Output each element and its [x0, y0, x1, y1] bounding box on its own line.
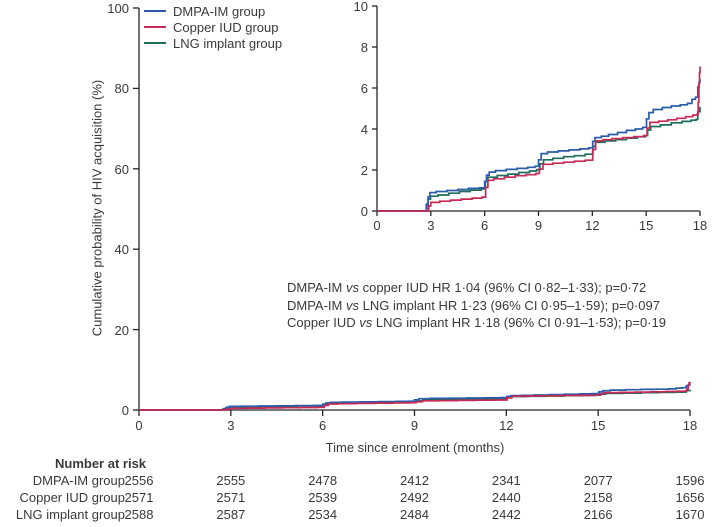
annotation-vs: vs	[359, 315, 373, 330]
risk-value: 1596	[675, 473, 705, 488]
risk-value: 2484	[400, 507, 429, 522]
legend-line-swatch-dmpa-im-group	[144, 10, 166, 12]
risk-value: 2077	[583, 473, 613, 488]
legend-item-lng-implant-group: LNG implant group	[144, 35, 282, 51]
inset-x-tick-label: 12	[585, 218, 600, 233]
main-axes	[138, 8, 690, 411]
risk-row-label-dmpa-im-group: DMPA-IM group	[32, 473, 125, 488]
main-y-tick-label: 0	[121, 403, 129, 418]
annotation-text: LNG implant HR 1·23 (96% CI 0·95–1·59); …	[358, 297, 660, 313]
risk-value: 2539	[308, 490, 338, 505]
main-x-axis-title: Time since enrolment (months)	[325, 440, 505, 455]
inset-y-tick-label: 2	[360, 163, 368, 178]
risk-value: 2412	[400, 473, 429, 488]
risk-value: 2571	[216, 490, 246, 505]
inset-x-tick-label: 3	[427, 218, 435, 233]
risk-value: 2587	[216, 507, 246, 522]
inset-x-tick-label: 0	[373, 218, 381, 233]
inset-curve-dmpa-im-group	[377, 79, 701, 212]
annotation-vs: vs	[345, 280, 359, 295]
risk-value: 2571	[124, 490, 154, 505]
risk-row-label-copper-iud-group: Copper IUD group	[19, 490, 126, 505]
legend-line-swatch-copper-iud-group	[144, 26, 166, 28]
risk-value: 2440	[491, 490, 521, 505]
risk-row-label-lng-implant-group: LNG implant group	[15, 507, 125, 522]
legend-line-swatch-lng-implant-group	[144, 42, 166, 44]
inset-x-tick-label: 9	[534, 218, 543, 233]
main-y-tick-label: 20	[114, 322, 129, 338]
legend-item-copper-iud-group: Copper IUD group	[144, 19, 282, 35]
risk-value: 2556	[124, 473, 154, 488]
inset-x-tick-label: 15	[638, 218, 654, 233]
main-x-tick-label: 0	[135, 418, 143, 433]
risk-value: 2166	[583, 507, 613, 522]
legend-label: LNG implant group	[173, 35, 283, 51]
main-y-tick-label: 40	[114, 242, 129, 258]
inset-x-tick-label: 6	[481, 218, 489, 233]
annotation-vs: vs	[345, 297, 359, 313]
inset-y-tick-label: 4	[360, 122, 368, 137]
risk-value: 2492	[400, 490, 429, 505]
annotation-text: LNG implant HR 1·18 (96% CI 0·91–1·53); …	[372, 315, 666, 330]
hr-annotation-2: DMPA-IM vs LNG implant HR 1·23 (96% CI 0…	[287, 297, 666, 315]
legend-label: DMPA-IM group	[173, 3, 266, 19]
inset-x-tick-label: 18	[692, 218, 708, 233]
risk-value: 1656	[675, 490, 705, 505]
main-x-tick-label: 18	[682, 418, 698, 433]
hr-annotation-3: Copper IUD vs LNG implant HR 1·18 (96% C…	[287, 314, 666, 332]
annotation-text: Copper IUD	[287, 315, 360, 330]
annotation-text: copper IUD HR 1·04 (96% CI 0·82–1·33); p…	[358, 280, 647, 295]
main-y-tick-label: 60	[114, 161, 129, 177]
risk-table-title: Number at risk	[55, 456, 147, 471]
main-y-axis-title: Cumulative probability of HIV acquisitio…	[89, 79, 105, 337]
main-x-tick-label: 9	[410, 418, 419, 433]
hr-annotations-block: DMPA-IM vs copper IUD HR 1·04 (96% CI 0·…	[287, 279, 666, 332]
main-curve-copper-iud-group	[139, 381, 691, 411]
risk-value: 2534	[308, 507, 338, 522]
inset-y-tick-label: 0	[360, 204, 368, 219]
inset-y-tick-label: 6	[360, 81, 368, 96]
risk-value: 2588	[124, 507, 154, 522]
legend-label: Copper IUD group	[173, 19, 279, 35]
annotation-text: DMPA-IM	[287, 280, 346, 295]
inset-curve-copper-iud-group	[377, 66, 701, 212]
risk-value: 2555	[216, 473, 246, 488]
inset-y-tick-label: 8	[360, 40, 368, 55]
legend: DMPA-IM group Copper IUD group LNG implant…	[144, 3, 282, 51]
annotation-text: DMPA-IM	[287, 297, 346, 313]
main-x-tick-label: 3	[227, 418, 235, 433]
risk-value: 2341	[491, 473, 521, 488]
main-x-tick-label: 6	[319, 418, 327, 433]
main-curve-dmpa-im-group	[139, 383, 691, 411]
main-y-tick-label: 100	[107, 1, 129, 16]
hr-annotation-1: DMPA-IM vs copper IUD HR 1·04 (96% CI 0·…	[287, 279, 666, 297]
inset-axes	[376, 6, 700, 212]
risk-value: 1670	[675, 507, 705, 522]
inset-curve-lng-implant-group	[377, 106, 701, 212]
main-x-tick-label: 12	[499, 418, 514, 433]
risk-value: 2478	[308, 473, 338, 488]
risk-value: 2442	[491, 507, 521, 522]
inset-y-tick-label: 10	[353, 0, 368, 14]
risk-value: 2158	[583, 490, 613, 505]
legend-item-dmpa-im-group: DMPA-IM group	[144, 3, 282, 19]
main-x-tick-label: 15	[590, 418, 606, 433]
main-y-tick-label: 80	[114, 81, 129, 97]
